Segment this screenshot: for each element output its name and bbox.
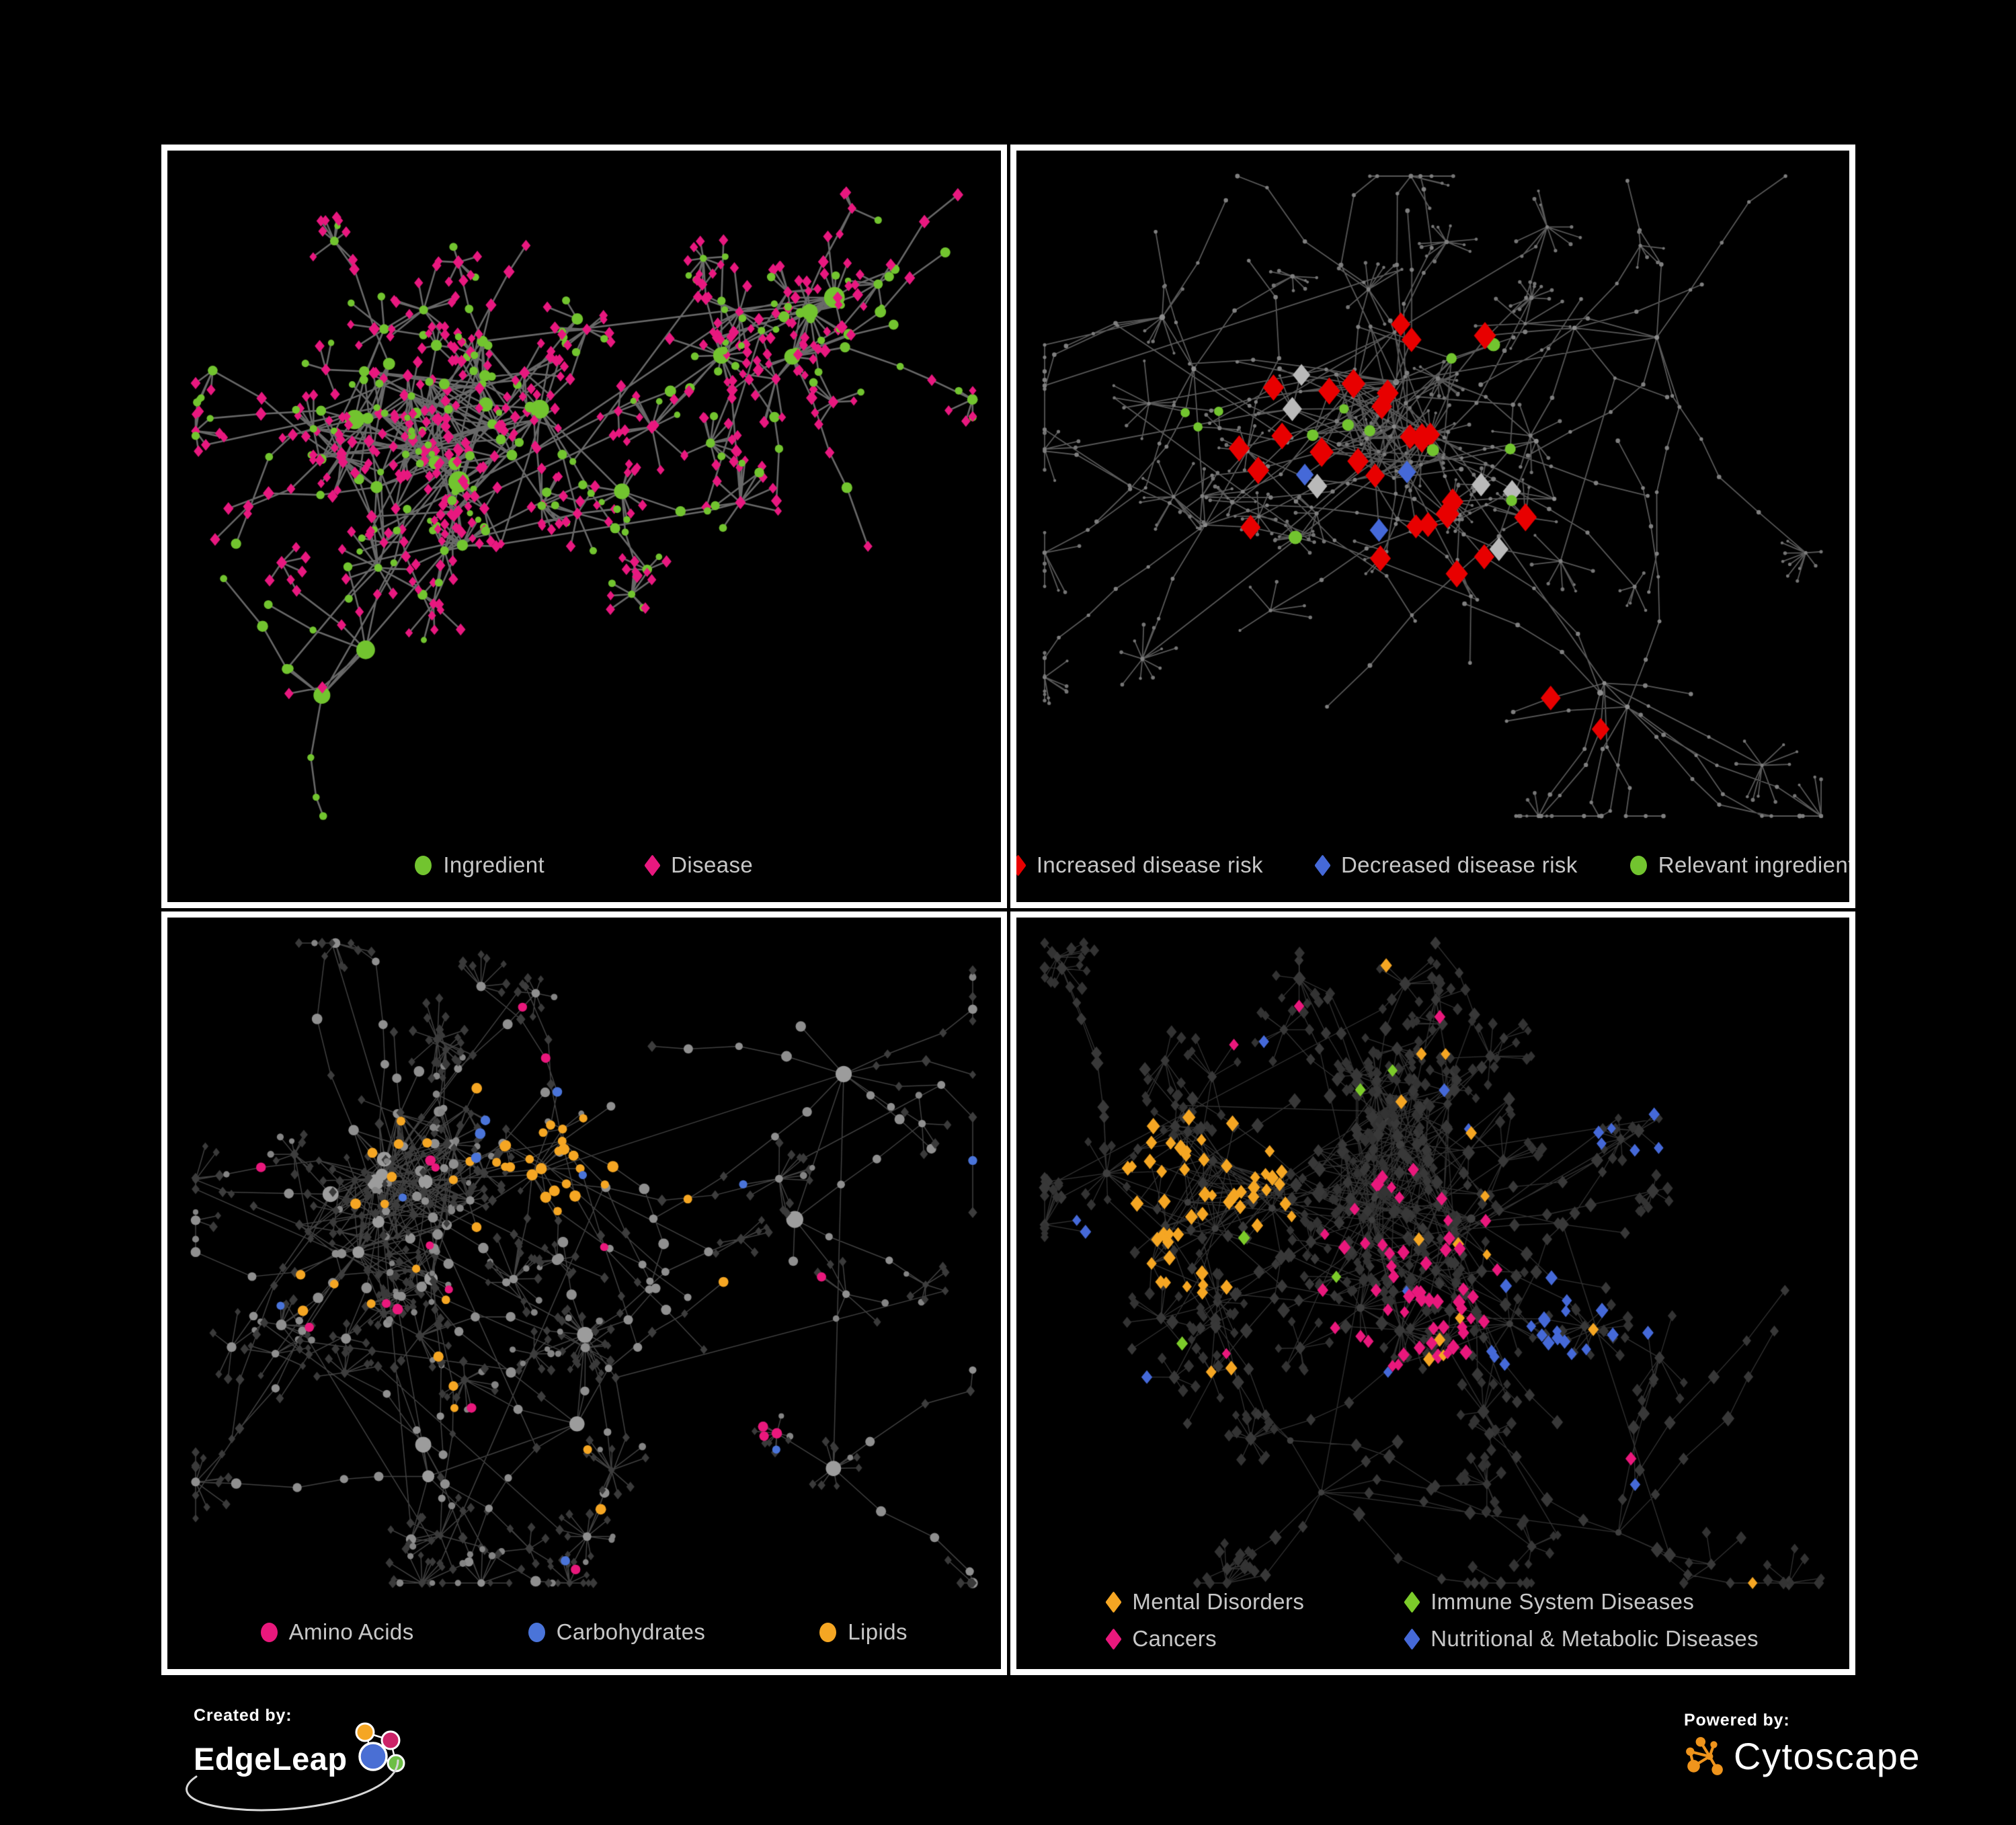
ingredient-disease-network-canvas: [167, 151, 1001, 902]
circle-marker-icon: [819, 1622, 837, 1642]
edgeleap-wordmark: EdgeLeap: [194, 1740, 348, 1777]
legend-item: Relevant ingredient: [1629, 852, 1855, 878]
legend-label: Relevant ingredient: [1658, 852, 1855, 877]
legend-item: Cancers: [1105, 1626, 1304, 1652]
legend-item: Decreased disease risk: [1314, 852, 1578, 878]
edgeleap-logo: EdgeLeap: [186, 1722, 412, 1812]
cytoscape-wordmark: Cytoscape: [1734, 1735, 1921, 1777]
circle-marker-icon: [415, 855, 432, 875]
legend-label: Nutritional & Metabolic Diseases: [1430, 1626, 1759, 1651]
legend-item: Immune System Diseases: [1404, 1589, 1759, 1615]
legend-label: Increased disease risk: [1036, 852, 1263, 877]
legend-item: Carbohydrates: [528, 1619, 706, 1645]
diamond-marker-icon: [1105, 1590, 1123, 1613]
cytoscape-logo: Cytoscape: [1684, 1736, 1921, 1777]
legend-item: Disease: [644, 852, 754, 878]
legend-item: Mental Disorders: [1105, 1589, 1305, 1615]
legend-label: Decreased disease risk: [1340, 852, 1578, 877]
panel-grid: Ingredient Disease Increased disease ris…: [161, 145, 1855, 1675]
legend-item: Increased disease risk: [1016, 852, 1263, 878]
diamond-marker-icon: [1016, 854, 1026, 877]
legend-label: Mental Disorders: [1132, 1589, 1305, 1614]
diamond-marker-icon: [1404, 1590, 1420, 1613]
diamond-marker-icon: [1314, 854, 1331, 877]
powered-by-label: Powered by:: [1684, 1711, 1790, 1730]
legend-label: Lipids: [848, 1619, 908, 1644]
macronutrient-network-canvas: [167, 918, 1001, 1669]
panel-disease-categories: Mental Disorders Cancers Immune System D…: [1010, 911, 1855, 1675]
circle-marker-icon: [528, 1622, 545, 1642]
panel-macronutrient-classes: Amino Acids Carbohydrates Lipids: [161, 911, 1007, 1675]
legend-label: Immune System Diseases: [1430, 1589, 1695, 1614]
engine-attribution: Powered by: Cytoscape: [1684, 1711, 1921, 1777]
legend-label: Cancers: [1132, 1626, 1217, 1651]
created-by-label: Created by:: [194, 1706, 292, 1725]
legend-disease-risk: Increased disease risk Decreased disease…: [1016, 852, 1849, 878]
cytoscape-network-icon: [1686, 1737, 1723, 1775]
diamond-marker-icon: [1404, 1627, 1420, 1650]
edgeleap-network-icon: [355, 1722, 405, 1773]
legend-disease-categories: Mental Disorders Cancers Immune System D…: [1016, 1589, 1850, 1652]
legend-ingredient-disease: Ingredient Disease: [167, 852, 1001, 878]
disease-categories-network-canvas: [1016, 918, 1849, 1669]
legend-item: Ingredient: [415, 852, 545, 878]
circle-marker-icon: [260, 1622, 278, 1642]
diamond-marker-icon: [644, 854, 661, 877]
legend-label: Disease: [671, 852, 754, 877]
legend-item: Amino Acids: [260, 1619, 414, 1645]
panel-disease-risk: Increased disease risk Decreased disease…: [1010, 145, 1855, 908]
legend-macronutrients: Amino Acids Carbohydrates Lipids: [167, 1619, 1001, 1645]
panel-ingredient-disease: Ingredient Disease: [161, 145, 1007, 908]
legend-label: Ingredient: [443, 852, 545, 877]
circle-marker-icon: [1629, 855, 1647, 875]
disease-risk-network-canvas: [1016, 151, 1849, 902]
legend-item: Lipids: [819, 1619, 908, 1645]
legend-label: Carbohydrates: [556, 1619, 706, 1644]
creator-attribution: Created by: EdgeLeap: [186, 1706, 412, 1812]
diamond-marker-icon: [1105, 1627, 1123, 1650]
legend-label: Amino Acids: [288, 1619, 414, 1644]
legend-item: Nutritional & Metabolic Diseases: [1404, 1626, 1759, 1652]
